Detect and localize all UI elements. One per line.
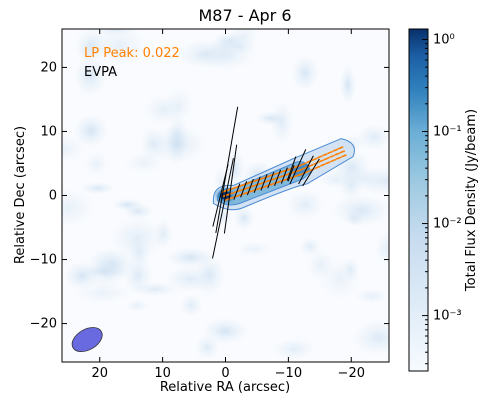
colorbar-tick-label: 10⁻¹ [433, 125, 462, 140]
noise-blob [74, 55, 107, 97]
noise-blob [318, 258, 360, 300]
noise-blob [153, 217, 173, 251]
noise-blob [164, 264, 216, 293]
evpa-vector [233, 183, 241, 200]
lp-dash [337, 146, 344, 150]
noise-blob [285, 188, 325, 221]
x-tick-label: −10 [275, 366, 302, 381]
lp-dash [325, 160, 331, 165]
noise-blob [94, 29, 138, 37]
lp-peak-annotation: LP Peak: 0.022 [84, 46, 180, 61]
noise-blob [291, 54, 319, 92]
noise-blob [233, 205, 255, 231]
x-tick-label: 20 [91, 366, 108, 381]
x-axis-ticks: 20 10 0 −10 −20 [91, 29, 365, 381]
noise-blob [337, 165, 389, 192]
evpa-vector [212, 158, 234, 259]
lp-dash [334, 152, 340, 156]
noise-blob [234, 241, 273, 257]
lp-dash [322, 152, 328, 157]
colorbar-ticks: 10⁰ 10⁻¹ 10⁻² 10⁻³ [422, 32, 462, 365]
noise-blob [143, 94, 183, 125]
lp-dash [327, 150, 333, 155]
lp-dash [316, 155, 323, 159]
noise-blob [147, 125, 207, 164]
noise-blob [354, 288, 389, 304]
evpa-vector [289, 149, 307, 185]
noise-blob [62, 188, 96, 228]
noise-blob [374, 231, 389, 266]
evpa-vector [253, 176, 261, 193]
noise-blob [179, 293, 204, 317]
x-tick-label: 0 [221, 366, 229, 381]
y-axis-ticks: 20 10 0 −10 −20 [30, 60, 389, 332]
lp-dash [341, 154, 347, 158]
evpa-vector [286, 156, 297, 181]
lp-dash [320, 163, 326, 167]
y-tick-label: −10 [30, 253, 57, 268]
lp-dash [304, 170, 310, 174]
evpa-vector [223, 144, 238, 234]
colorbar-frame [408, 28, 429, 372]
x-tick-label: −20 [338, 366, 365, 381]
evpa-vector [212, 164, 229, 227]
noise-blob [73, 113, 109, 148]
y-axis-label: Relative Dec (arcsec) [13, 126, 28, 264]
lp-dash [318, 159, 325, 163]
plot-area [62, 29, 389, 362]
evpa-vector [274, 169, 282, 187]
evpa-vector [240, 181, 248, 198]
noise-blob [339, 65, 356, 105]
colorbar-tick-label: 10⁻³ [433, 309, 462, 324]
lp-dash [339, 150, 346, 154]
noise-blob [123, 254, 153, 296]
noise-blob [125, 298, 149, 313]
y-tick-label: 20 [40, 60, 57, 75]
colorbar-tick-label: 10⁰ [433, 32, 455, 47]
noise-blob [109, 216, 165, 260]
noise-blob [112, 198, 143, 212]
beam-shape [71, 327, 103, 353]
colorbar [409, 29, 428, 371]
noise-blob [255, 110, 287, 126]
noise-blob [344, 209, 365, 227]
lp-dash [299, 172, 305, 176]
noise-blob [351, 319, 389, 356]
evpa-vector [280, 167, 288, 184]
evpa-vector [246, 178, 254, 196]
noise-blob [272, 337, 316, 361]
evpa-annotation: EVPA [84, 65, 117, 80]
lp-dash [328, 154, 335, 159]
colorbar-label: Total Flux Density (Jy/beam) [464, 109, 479, 292]
lp-dash [335, 156, 342, 160]
chart-title: M87 - Apr 6 [198, 6, 291, 25]
evpa-vector [287, 165, 295, 182]
lp-dash [330, 158, 337, 163]
noise-blob [80, 182, 115, 195]
evpa-vector [302, 158, 320, 187]
lp-dash [300, 162, 307, 166]
lp-dash [297, 168, 304, 172]
x-tick-label: 10 [154, 366, 171, 381]
lp-dash [332, 148, 339, 152]
noise-blob [84, 248, 127, 292]
x-axis-label: Relative RA (arcsec) [160, 380, 290, 395]
y-tick-label: 10 [40, 124, 57, 139]
evpa-vectors [212, 106, 320, 259]
lp-dash [314, 165, 321, 170]
beam-ellipse [71, 327, 103, 353]
evpa-vector [260, 174, 268, 191]
noise-blob [83, 151, 110, 177]
lp-dash [311, 157, 318, 162]
y-tick-label: −20 [30, 317, 57, 332]
evpa-vector [298, 155, 314, 185]
y-tick-label: 0 [49, 189, 57, 204]
noise-blob [202, 317, 249, 345]
colorbar-tick-label: 10⁻² [433, 217, 462, 232]
noise-blob [220, 38, 257, 56]
lp-dash [307, 163, 314, 168]
lp-dash [323, 156, 330, 161]
evpa-vector [267, 171, 275, 189]
